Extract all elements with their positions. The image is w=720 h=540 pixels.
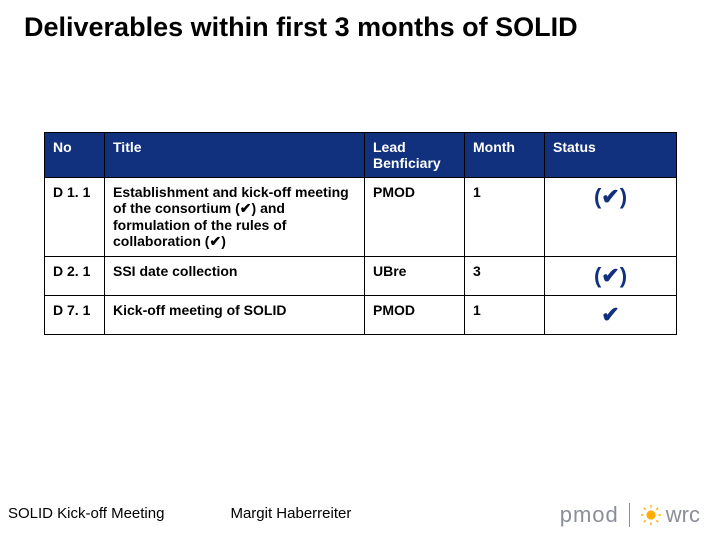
table-row: D 2. 1 SSI date collection UBre3(✔) [45, 257, 677, 296]
cell-no: D 2. 1 [45, 257, 105, 296]
check-icon: ✔ [240, 200, 252, 216]
footer-author: Margit Haberreiter [230, 505, 351, 522]
cell-month: 3 [465, 257, 545, 296]
table-row: D 1. 1Establishment and kick-off meeting… [45, 178, 677, 257]
logo-wrc-text: wrc [666, 502, 700, 528]
cell-no: D 1. 1 [45, 178, 105, 257]
logo-block: pmod wrc [560, 502, 700, 528]
table-header-row: No Title Lead Benficiary Month Status [45, 133, 677, 178]
cell-month: 1 [465, 296, 545, 335]
cell-title-text: SSI date collection [113, 263, 237, 279]
deliverables-table: No Title Lead Benficiary Month Status D … [44, 132, 677, 335]
logo-separator [629, 503, 630, 527]
slide: Deliverables within first 3 months of SO… [0, 0, 720, 540]
cell-title-text: Kick-off meeting of SOLID [113, 302, 286, 318]
col-header-status: Status [545, 133, 677, 178]
col-header-no: No [45, 133, 105, 178]
col-header-lead: Lead Benficiary [365, 133, 465, 178]
deliverables-table-wrap: No Title Lead Benficiary Month Status D … [44, 132, 676, 335]
cell-title-text: Establishment and kick-off meeting of th… [113, 184, 349, 216]
cell-status: (✔) [545, 257, 677, 296]
cell-title: Establishment and kick-off meeting of th… [105, 178, 365, 257]
check-icon: ✔ [209, 233, 221, 249]
table-body: D 1. 1Establishment and kick-off meeting… [45, 178, 677, 335]
sun-icon [640, 504, 662, 526]
cell-title: SSI date collection [105, 257, 365, 296]
cell-title-text: ) [221, 233, 226, 249]
cell-month: 1 [465, 178, 545, 257]
logo-wrc: wrc [640, 502, 700, 528]
logo-pmod-text: pmod [560, 502, 619, 528]
cell-no: D 7. 1 [45, 296, 105, 335]
footer-meeting-name: SOLID Kick-off Meeting [6, 505, 164, 522]
cell-lead: UBre [365, 257, 465, 296]
col-header-month: Month [465, 133, 545, 178]
cell-title: Kick-off meeting of SOLID [105, 296, 365, 335]
cell-lead: PMOD [365, 178, 465, 257]
table-row: D 7. 1 Kick-off meeting of SOLID PMOD1✔ [45, 296, 677, 335]
col-header-title: Title [105, 133, 365, 178]
cell-status: ✔ [545, 296, 677, 335]
slide-title: Deliverables within first 3 months of SO… [24, 12, 578, 43]
cell-lead: PMOD [365, 296, 465, 335]
cell-status: (✔) [545, 178, 677, 257]
